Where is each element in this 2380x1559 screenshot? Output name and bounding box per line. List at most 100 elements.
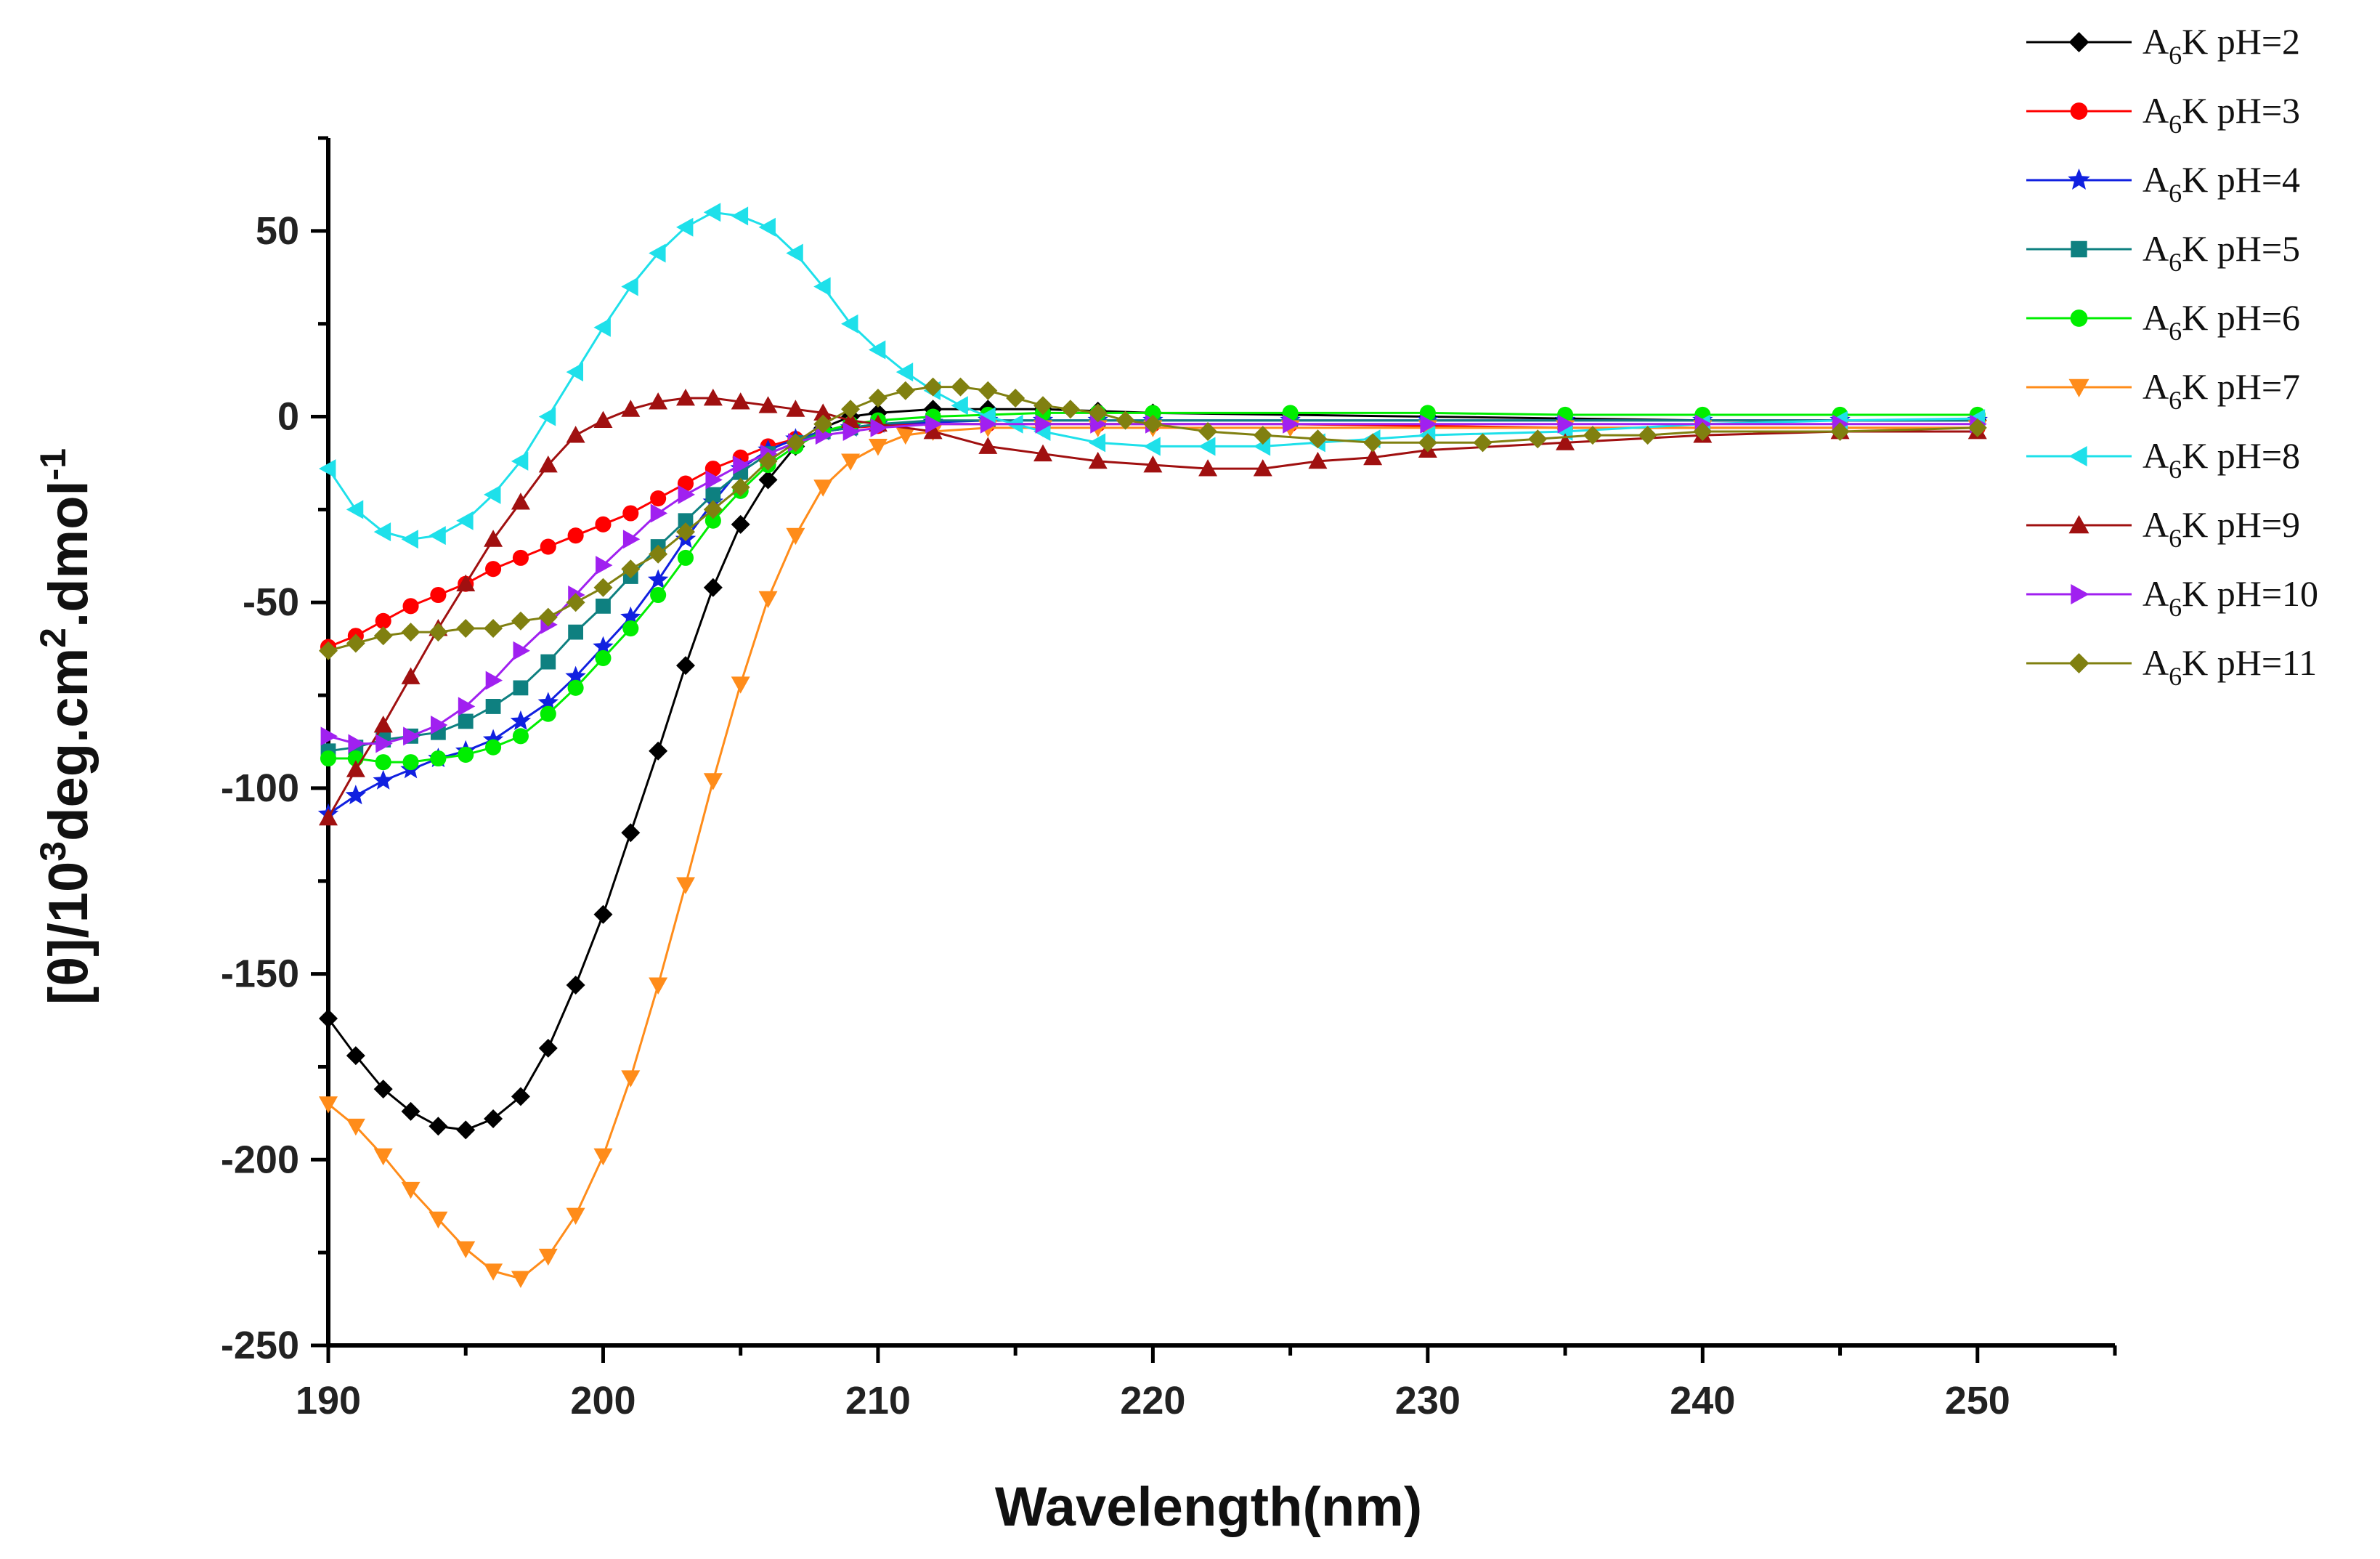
data-point	[320, 726, 338, 746]
series-line	[328, 423, 1978, 745]
y-tick-label: -50	[243, 580, 299, 624]
data-point	[1088, 403, 1108, 423]
data-point	[650, 490, 667, 507]
y-axis-title-part-1: [θ]/10	[38, 862, 99, 1005]
series-10	[319, 377, 1987, 660]
data-point	[596, 556, 613, 575]
data-point	[1060, 400, 1080, 419]
data-point	[1143, 437, 1161, 456]
data-point	[373, 626, 393, 646]
data-point	[485, 739, 502, 756]
legend-item: A6K pH=6	[2026, 297, 2300, 346]
data-point	[1253, 437, 1271, 456]
data-point	[566, 1207, 585, 1226]
data-point	[320, 750, 337, 767]
data-point	[346, 1046, 365, 1066]
data-point	[511, 611, 530, 631]
legend-marker	[2068, 446, 2087, 466]
data-point	[1143, 414, 1163, 434]
data-point	[567, 679, 584, 696]
data-point	[621, 400, 641, 417]
data-point	[458, 746, 474, 763]
data-point	[346, 500, 364, 519]
data-point	[458, 713, 474, 729]
data-point	[951, 377, 970, 397]
data-point	[593, 410, 613, 429]
data-point	[786, 400, 805, 417]
data-point	[1638, 426, 1657, 445]
data-point	[621, 823, 641, 843]
data-point	[484, 485, 501, 504]
data-point	[758, 591, 778, 609]
data-point	[895, 427, 915, 445]
data-point	[484, 619, 503, 639]
legend-marker	[2068, 32, 2089, 52]
data-point	[1143, 455, 1163, 473]
data-point	[429, 1211, 448, 1229]
data-point	[319, 1096, 338, 1114]
data-point	[566, 593, 585, 612]
data-point	[402, 598, 419, 615]
data-point	[621, 559, 641, 579]
data-point	[841, 400, 861, 419]
legend-label: A6K pH=8	[2143, 435, 2300, 484]
legend-label: A6K pH=6	[2143, 297, 2300, 346]
data-point	[677, 549, 694, 566]
data-point	[566, 363, 584, 382]
data-point	[345, 785, 367, 805]
data-point	[1283, 414, 1300, 434]
y-tick-label: -250	[221, 1324, 299, 1367]
data-point	[456, 1241, 476, 1259]
y-axis-title-part-3: .dmol	[38, 480, 99, 628]
data-point	[540, 538, 556, 555]
data-point	[567, 527, 584, 544]
data-point	[593, 1148, 613, 1166]
data-point	[622, 505, 639, 522]
data-point	[923, 377, 943, 397]
data-point	[1967, 418, 1987, 437]
data-point	[1198, 437, 1216, 456]
data-point	[676, 656, 695, 676]
y-axis-title-part-2: deg.cm	[38, 648, 99, 841]
data-point	[731, 514, 750, 534]
data-point	[649, 392, 668, 410]
legend-item: A6K pH=9	[2026, 504, 2300, 553]
data-point	[1035, 414, 1052, 434]
data-point	[538, 455, 558, 473]
data-point	[482, 729, 504, 749]
data-point	[703, 388, 723, 406]
data-point	[429, 526, 446, 546]
data-point	[678, 513, 694, 529]
data-point	[703, 773, 723, 790]
data-point	[485, 561, 502, 578]
legend-item: A6K pH=2	[2026, 21, 2300, 70]
data-point	[649, 741, 668, 761]
data-point	[566, 975, 585, 995]
data-point	[1033, 396, 1052, 416]
data-point	[676, 877, 695, 894]
data-point	[1420, 414, 1437, 434]
data-point	[676, 217, 694, 237]
data-point	[596, 598, 611, 614]
data-point	[538, 607, 558, 627]
y-axis-title-exp-2: 2	[33, 628, 73, 648]
data-point	[841, 314, 858, 333]
data-point	[538, 1248, 558, 1266]
data-point	[731, 206, 749, 226]
data-point	[1116, 410, 1135, 430]
data-point	[649, 544, 668, 564]
data-point	[650, 586, 667, 604]
data-point	[1556, 433, 1575, 450]
data-point	[978, 437, 998, 454]
data-point	[401, 667, 421, 684]
data-point	[1693, 421, 1713, 441]
y-axis-title-exp-1: 3	[33, 841, 73, 862]
x-tick-label: 250	[1945, 1379, 2010, 1422]
y-tick-label: -150	[221, 952, 299, 996]
data-point	[622, 620, 639, 637]
data-point	[622, 530, 641, 549]
data-point	[868, 340, 886, 360]
legend-item: A6K pH=5	[2026, 228, 2300, 277]
data-point	[346, 1118, 365, 1136]
data-point	[430, 715, 448, 734]
